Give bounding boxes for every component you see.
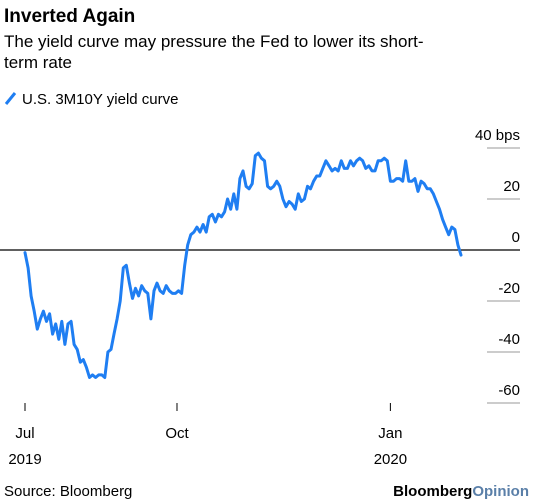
y-tick-label: -40	[498, 331, 520, 348]
chart-subtitle: The yield curve may pressure the Fed to …	[4, 32, 424, 72]
source: Source: Bloomberg	[4, 483, 132, 500]
y-tick-label: 20	[503, 178, 520, 195]
x-year-label: 2019	[8, 451, 41, 468]
y-tick-label: 40 bps	[475, 127, 520, 144]
brand-suffix: Opinion	[472, 483, 529, 500]
legend-swatch	[4, 92, 17, 105]
x-tick-label: Oct	[165, 425, 189, 442]
x-tick-label: Jan	[378, 425, 402, 442]
x-year-label: 2020	[374, 451, 407, 468]
legend-label: U.S. 3M10Y yield curve	[22, 91, 178, 108]
y-tick-label: -60	[498, 382, 520, 399]
brand: BloombergOpinion	[393, 483, 529, 500]
x-tick-label: Jul	[15, 425, 34, 442]
y-tick-label: -20	[498, 280, 520, 297]
brand-name: Bloomberg	[393, 483, 472, 500]
series-line	[23, 151, 463, 379]
y-tick-label: 0	[512, 229, 520, 246]
chart-title: Inverted Again	[4, 6, 135, 27]
